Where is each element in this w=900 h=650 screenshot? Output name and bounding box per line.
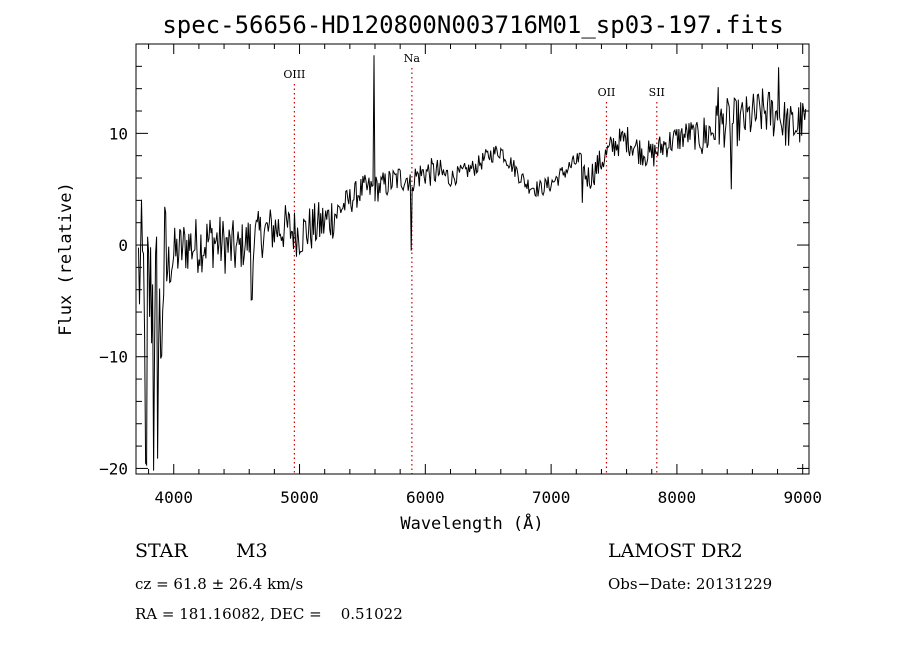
spectrum-line (138, 55, 807, 471)
spectral-line-markers: OIII Na OII SII (283, 52, 665, 474)
x-tick-label: 4000 (154, 488, 193, 507)
y-tick-label: −20 (99, 459, 128, 478)
y-tick-label: 10 (109, 124, 128, 143)
chart-title: spec-56656-HD120800N003716M01_sp03-197.f… (162, 11, 783, 39)
spectral-line-label: Na (404, 52, 421, 65)
plot-frame (135, 43, 810, 475)
coordinates: RA = 181.16082, DEC = 0.51022 (135, 605, 403, 623)
y-tick-label: 0 (118, 236, 128, 255)
x-tick-label: 6000 (406, 488, 445, 507)
object-subclass: M3 (236, 540, 268, 562)
x-tick-label: 5000 (280, 488, 319, 507)
axis-ticks (136, 44, 809, 474)
spectral-line-label: SII (649, 86, 665, 99)
x-tick-label: 7000 (532, 488, 571, 507)
survey-name: LAMOST DR2 (608, 540, 743, 562)
x-axis-label: Wavelength (Å) (400, 512, 543, 534)
x-tick-label: 9000 (783, 488, 822, 507)
object-type: STAR (135, 540, 188, 562)
y-axis-label: Flux (relative) (56, 182, 76, 336)
x-tick-label: 8000 (658, 488, 697, 507)
spectral-line-label: OII (598, 86, 616, 99)
axis-tick-labels: 4000 5000 6000 7000 8000 9000 −20 −10 0 10 (99, 124, 822, 507)
spectral-line-label: OIII (283, 68, 305, 81)
obs-date: Obs−Date: 20131229 (608, 575, 773, 593)
y-tick-label: −10 (99, 348, 128, 367)
redshift-text: cz = 61.8 ± 26.4 km/s (135, 575, 304, 593)
